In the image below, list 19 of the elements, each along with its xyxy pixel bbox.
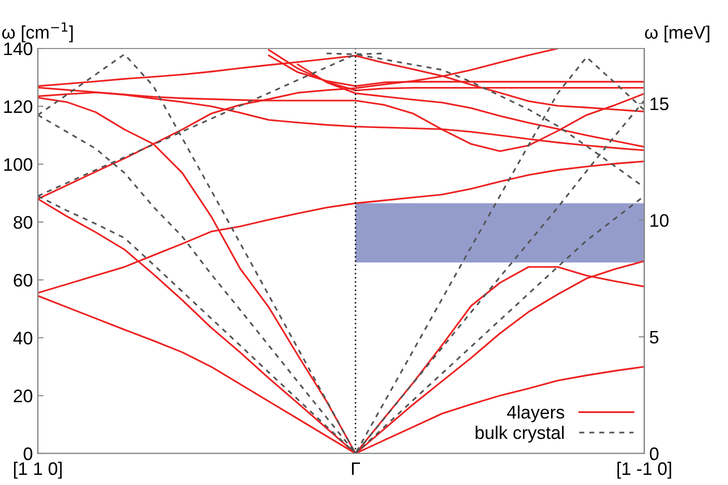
- y2-tick-label: 0: [650, 447, 658, 460]
- y-tick-label: 40: [13, 332, 32, 344]
- legend-label: bulk crystal: [476, 426, 564, 443]
- y-tick-label: 140: [4, 42, 32, 56]
- y-axis-title: ω [cm$^{−1}$]: [2, 22, 73, 42]
- x-tick-label: Γ: [352, 462, 360, 475]
- y-tick-label: 0: [24, 447, 32, 460]
- y-tick-label: 100: [4, 158, 32, 171]
- y-tick-label: 120: [4, 100, 32, 114]
- y2-axis-title: ω [meV]: [645, 26, 710, 42]
- y-tick-label: 80: [14, 216, 32, 229]
- y-tick-label: 60: [14, 274, 32, 287]
- x-tick-label: [1 1 0]: [14, 462, 62, 479]
- x-tick-label: [1 -1 0]: [617, 462, 672, 479]
- y2-tick-label: 10: [650, 214, 669, 227]
- y2-tick-label: 15: [650, 98, 668, 110]
- y-tick-label: 20: [14, 390, 32, 402]
- y2-tick-label: 5: [650, 330, 658, 344]
- legend-label: 4layers: [507, 405, 564, 422]
